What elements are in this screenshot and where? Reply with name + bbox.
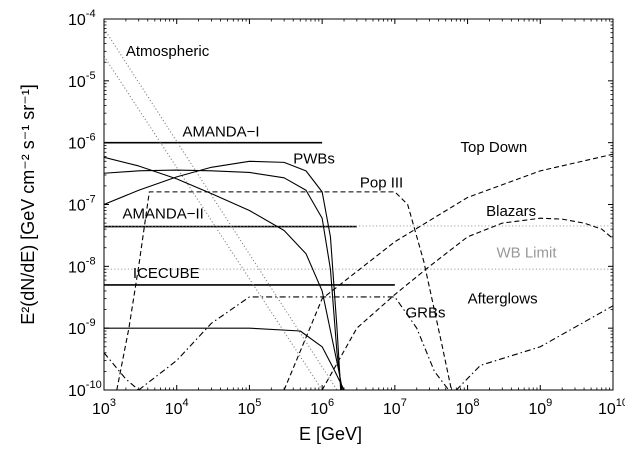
series-line-afterglows [455, 305, 613, 390]
plot-frame [103, 18, 614, 391]
y-tick-label: 10-4 [68, 8, 96, 29]
axes-layer: 103 104 105 106 107 108 109 1010 10-10 10-9 10-8 10… [18, 8, 625, 444]
y-axis-title: E²(dN/dE) [GeV cm⁻² s⁻¹ sr⁻¹] [18, 84, 38, 325]
series-layer [104, 28, 613, 390]
annotation-amanda-i: AMANDA−I [182, 124, 259, 141]
annotation-layer: Atmospheric AMANDA−I PWBs Pop III AMANDA−II I… [123, 43, 558, 321]
y-tick-label: 10-6 [68, 132, 96, 153]
annotation-blazars: Blazars [486, 203, 536, 220]
annotation-grbs: GRBs [405, 304, 445, 321]
x-tick-label: 105 [237, 397, 261, 418]
y-tick-label: 10-5 [68, 70, 96, 91]
y-tick-label: 10-9 [68, 317, 96, 338]
series-line-pop-iii [116, 191, 452, 390]
series-line-blazars [321, 217, 613, 390]
series-line-atmospheric [104, 28, 338, 390]
x-tick-label: 108 [456, 397, 480, 418]
series-line-pwbs [104, 160, 342, 390]
x-tick-label: 1010 [598, 397, 625, 418]
series-line-atmospheric [104, 55, 323, 390]
y-tick-label: 10-10 [68, 379, 102, 400]
annotation-afterglows: Afterglows [468, 291, 538, 308]
annotation-atmospheric: Atmospheric [126, 43, 210, 60]
y-tick-label: 10-8 [68, 255, 96, 276]
annotation-pop-iii: Pop III [360, 174, 403, 191]
x-tick-label: 106 [310, 397, 334, 418]
series-line-pwbs [104, 327, 345, 390]
annotation-icecube: ICECUBE [133, 265, 200, 282]
x-tick-label: 103 [92, 397, 116, 418]
x-tick-label: 109 [528, 397, 552, 418]
x-tick-label: 107 [383, 397, 407, 418]
series-line-grbs [138, 296, 450, 390]
annotation-amanda-ii: AMANDA−II [123, 206, 204, 223]
x-axis-title: E [GeV] [299, 424, 362, 444]
series-line-unnamed [104, 352, 140, 390]
annotation-top-down: Top Down [461, 139, 528, 156]
x-tick-label: 104 [165, 397, 189, 418]
series-line-pwbs [104, 156, 343, 390]
annotation-pwbs: PWBs [293, 151, 335, 168]
annotation-wb-limit: WB Limit [497, 244, 558, 261]
series-line-top-down [283, 153, 613, 390]
y-tick-label: 10-7 [68, 194, 96, 215]
series-line-pwbs [104, 169, 343, 390]
